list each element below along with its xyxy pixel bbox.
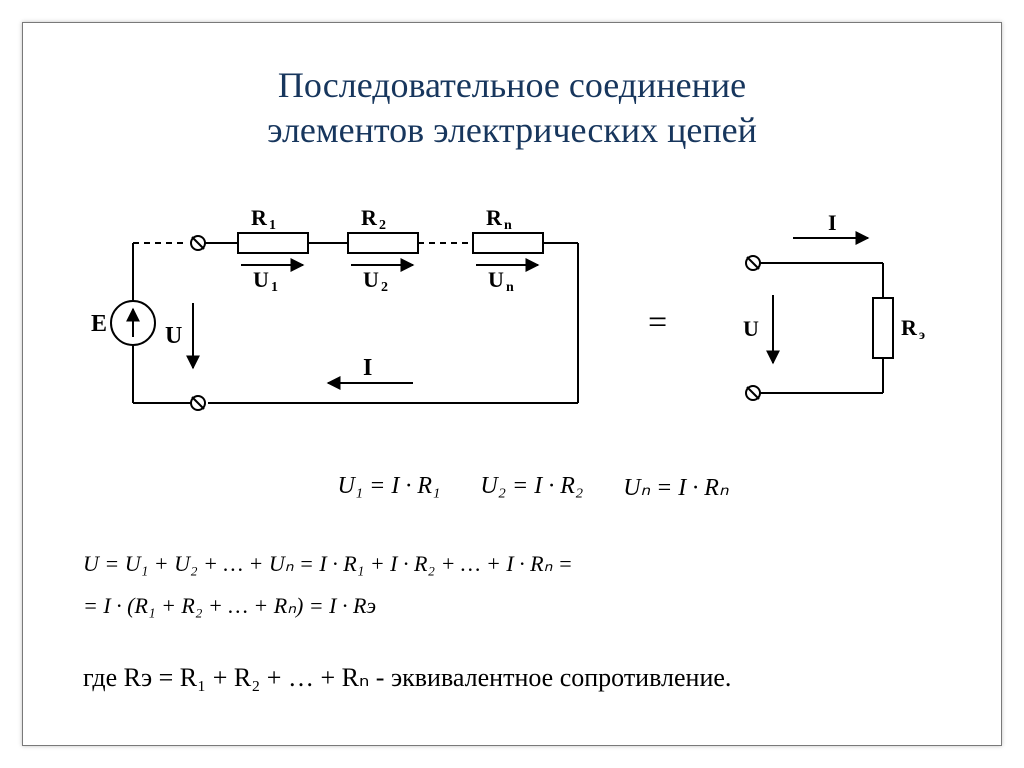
right-circuit: I R э U	[743, 210, 925, 400]
title-line-2: элементов электрических цепей	[23, 108, 1001, 153]
svg-text:n: n	[504, 218, 512, 233]
svg-text:1: 1	[269, 218, 276, 233]
svg-text:R: R	[486, 205, 503, 230]
svg-text:1: 1	[271, 280, 278, 295]
formula-derivation: U = U₁ + U₂ + … + Uₙ = I · R₁ + I · R₂ +…	[83, 543, 943, 627]
svg-text:2: 2	[381, 280, 388, 295]
svg-text:R: R	[361, 205, 378, 230]
formula-u2: U₂ = I · R₂	[480, 473, 583, 502]
where-clause: где Rэ = R₁ + R₂ + … + Rₙ - эквивалентно…	[83, 663, 943, 693]
svg-text:U: U	[253, 267, 269, 292]
formula-u1: U₁ = I · R₁	[337, 473, 440, 502]
circuit-diagram: E R 1 U	[73, 203, 953, 443]
equals-sign: =	[648, 304, 667, 341]
title-line-1: Последовательное соединение	[23, 63, 1001, 108]
svg-text:U: U	[363, 267, 379, 292]
left-circuit: E R 1 U	[91, 205, 578, 410]
svg-text:n: n	[506, 280, 514, 295]
current-label: I	[363, 355, 372, 381]
slide-title: Последовательное соединение элементов эл…	[23, 63, 1001, 153]
svg-text:R: R	[251, 205, 268, 230]
slide: Последовательное соединение элементов эл…	[0, 0, 1024, 768]
right-voltage-label: U	[743, 316, 759, 341]
slide-frame: Последовательное соединение элементов эл…	[22, 22, 1002, 746]
right-current-label: I	[828, 210, 837, 235]
req-sub: э	[919, 328, 925, 343]
req-label: R	[901, 315, 918, 340]
derivation-line-1: U = U₁ + U₂ + … + Uₙ = I · R₁ + I · R₂ +…	[83, 543, 943, 585]
formula-un: Uₙ = I · Rₙ	[623, 473, 728, 502]
voltage-label: U	[165, 323, 182, 349]
emf-label: E	[91, 311, 107, 337]
formula-row-1: U₁ = I · R₁ U₂ = I · R₂ Uₙ = I · Rₙ	[143, 473, 923, 516]
svg-text:U: U	[488, 267, 504, 292]
derivation-line-2: = I · (R₁ + R₂ + … + Rₙ) = I · Rэ	[83, 585, 943, 627]
svg-text:2: 2	[379, 218, 386, 233]
